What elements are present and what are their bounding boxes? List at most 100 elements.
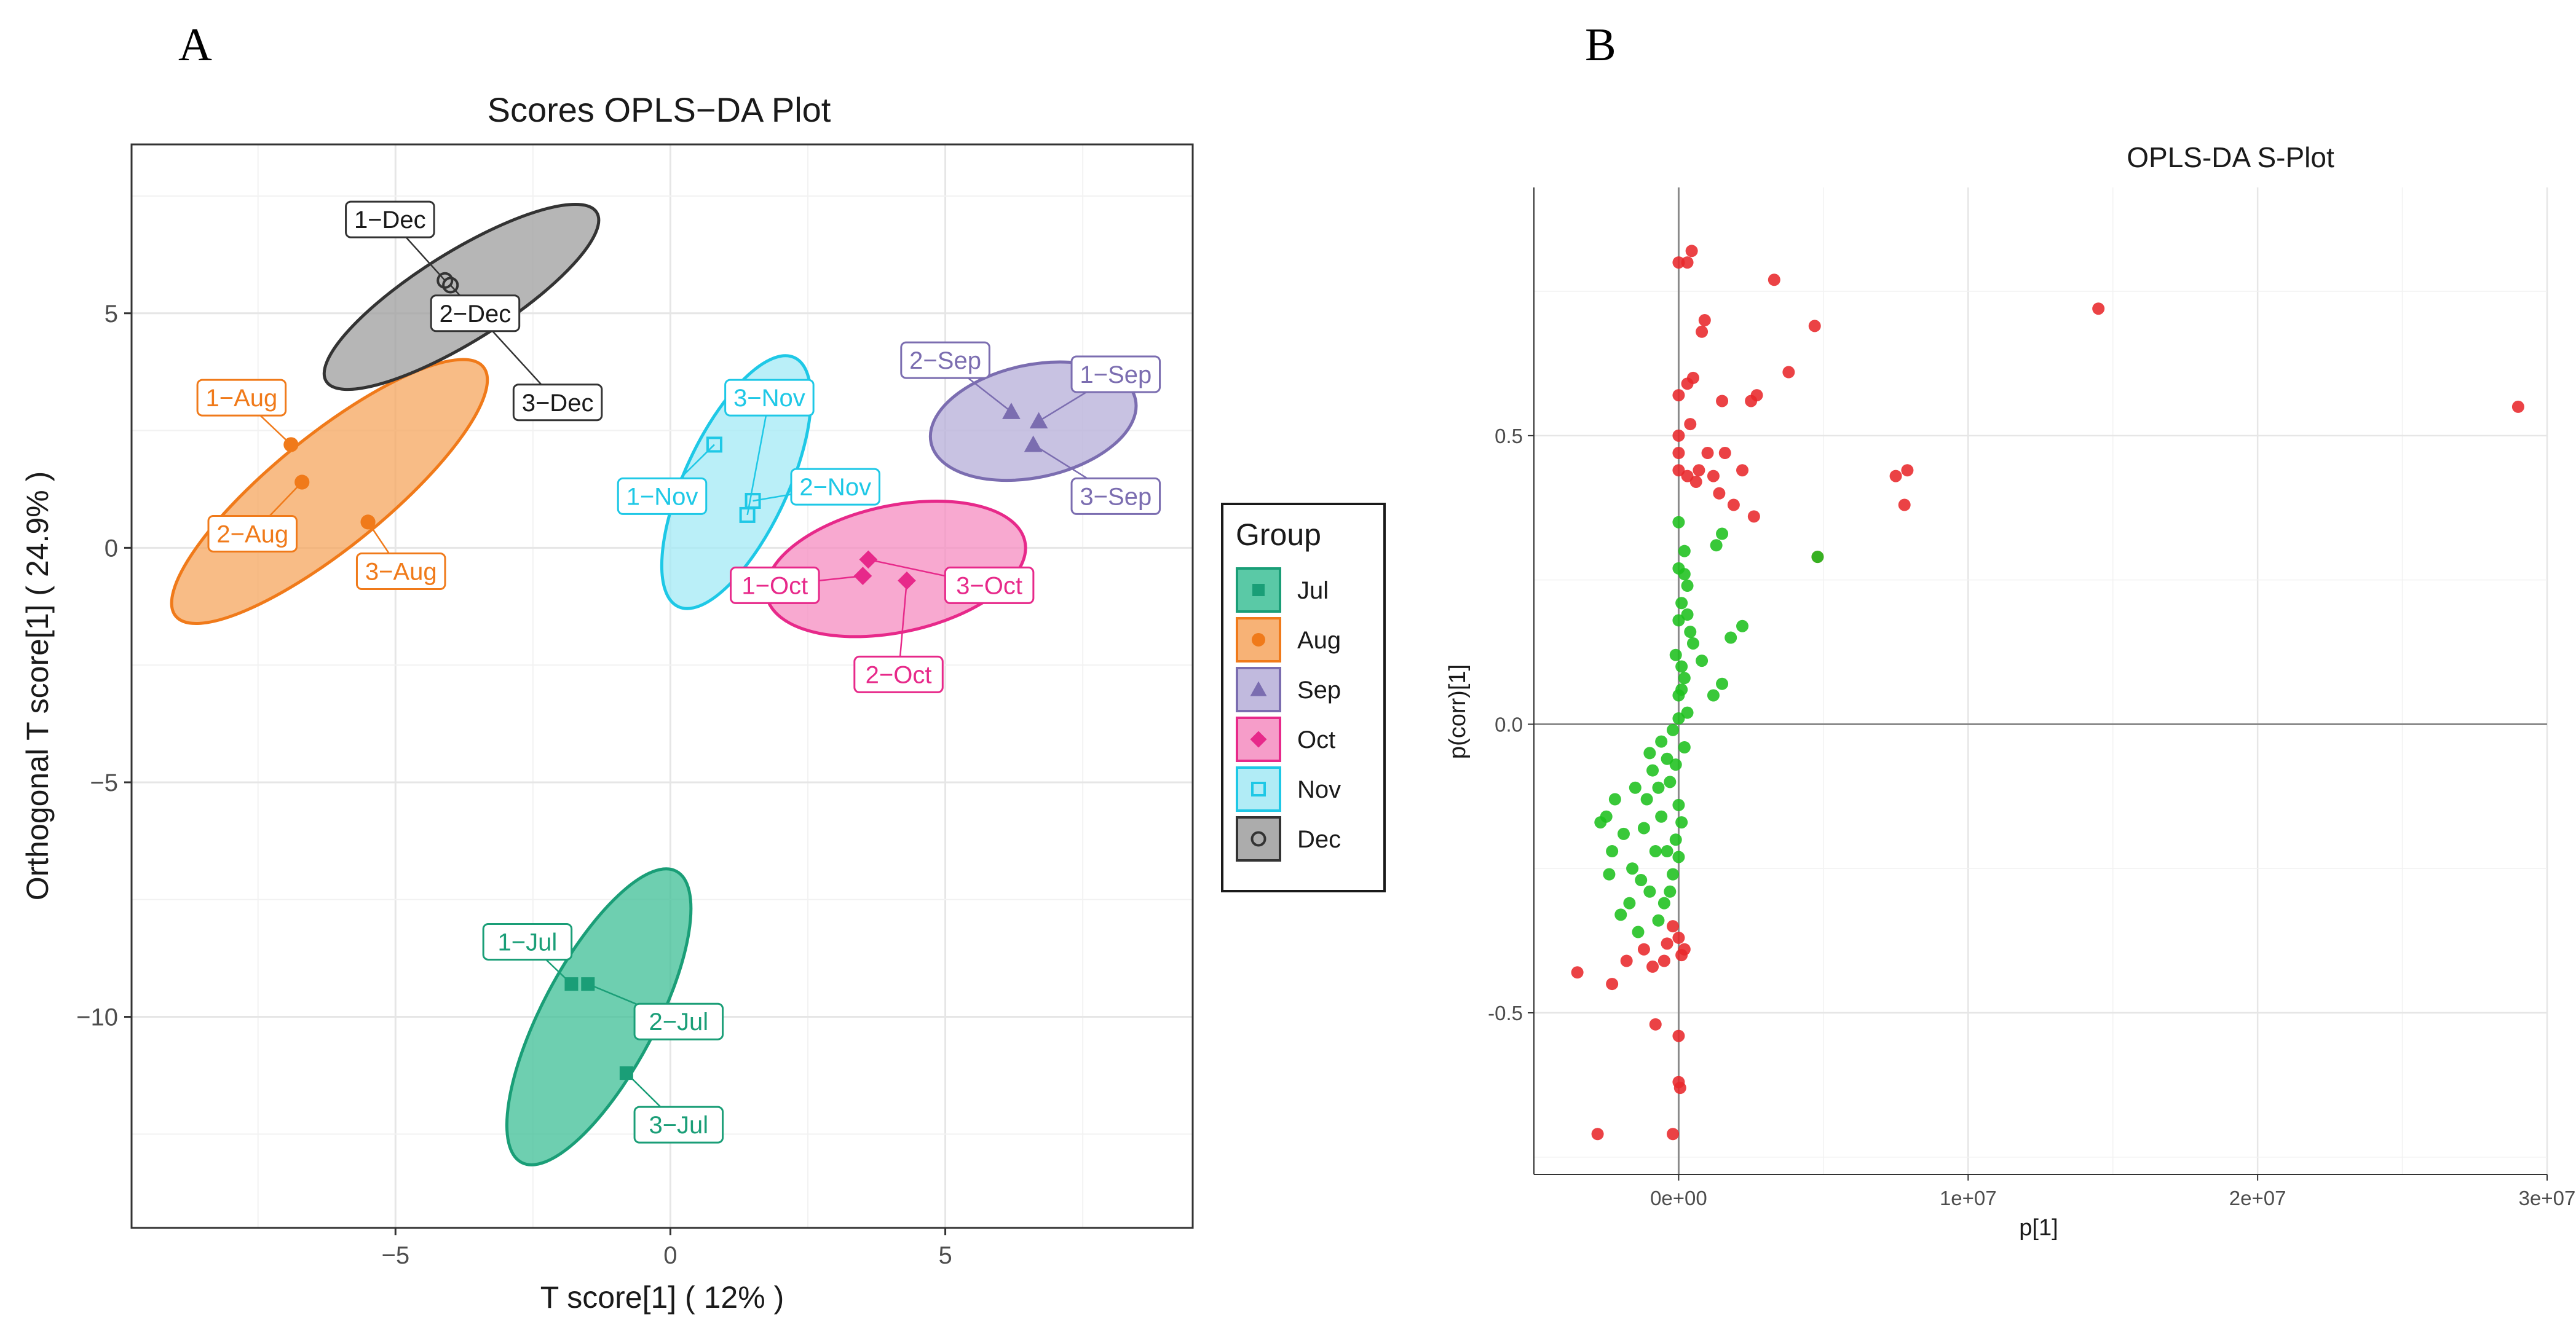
s-plot-point-red xyxy=(1890,470,1902,482)
s-plot-point-green xyxy=(1652,782,1664,794)
point-aug xyxy=(283,437,298,452)
s-plot-point-red xyxy=(1672,447,1685,459)
s-plot-point-red xyxy=(1898,499,1911,511)
s-plot-point-red xyxy=(1728,499,1740,511)
legend-swatch xyxy=(1237,817,1280,860)
s-plot-point-green xyxy=(1635,874,1647,886)
s-plot-point-green xyxy=(1667,724,1679,736)
panel-a-letter: A xyxy=(178,19,212,71)
s-plot-point-green xyxy=(1675,816,1688,828)
s-plot-point-green xyxy=(1606,845,1618,857)
s-plot-point-red xyxy=(1901,464,1913,476)
s-plot-point-red xyxy=(1638,943,1650,956)
s-plot-point-red xyxy=(1658,955,1670,967)
s-plot-point-green xyxy=(1672,851,1685,863)
s-plot-point-red xyxy=(1693,464,1705,476)
s-plot-point-green xyxy=(1670,758,1682,771)
s-plot-point-green xyxy=(1609,793,1621,806)
legend-label: Oct xyxy=(1297,726,1335,753)
point-label-text: 1−Jul xyxy=(498,929,558,956)
x-tick-label: 0 xyxy=(663,1242,677,1269)
point-label-text: 1−Sep xyxy=(1080,361,1152,388)
x-tick-label: 3e+07 xyxy=(2519,1187,2576,1209)
s-plot-point-red xyxy=(1681,377,1694,390)
scores-opls-da-chart: Scores OPLS−DA Plot 1−Dec2−Dec3−Dec1−Aug… xyxy=(20,90,1385,1315)
s-plot-point-green xyxy=(1675,683,1688,696)
point-label-text: 2−Jul xyxy=(649,1009,708,1036)
point-label-text: 3−Dec xyxy=(522,390,594,417)
chart-b-y-axis-title: p(corr)[1] xyxy=(1445,664,1471,759)
s-plot-point-green xyxy=(1643,886,1656,898)
chart-a-legend: Group Jul Aug Sep Oct Nov Dec xyxy=(1222,504,1385,891)
s-plot-point-red xyxy=(1667,920,1679,932)
s-plot-point-red xyxy=(1592,1128,1604,1140)
point-label-text: 3−Aug xyxy=(365,559,437,586)
s-plot-point-red xyxy=(1748,510,1760,522)
chart-a-plot-area xyxy=(132,144,1193,1228)
point-label-text: 3−Oct xyxy=(956,572,1022,599)
s-plot-point-green xyxy=(1618,828,1630,840)
s-plot-point-red xyxy=(1678,943,1691,956)
point-aug xyxy=(294,474,309,489)
s-plot-point-red xyxy=(1707,470,1720,482)
chart-b-x-axis-title: p[1] xyxy=(2019,1215,2058,1241)
legend-swatch xyxy=(1237,768,1280,811)
s-plot-point-green xyxy=(1672,712,1685,725)
y-tick-label: 0.5 xyxy=(1495,425,1523,447)
s-plot-point-green xyxy=(1629,782,1642,794)
s-plot-point-green xyxy=(1687,637,1699,650)
s-plot-point-green xyxy=(1664,776,1676,788)
point-label-text: 2−Sep xyxy=(909,347,981,374)
chart-b-title: OPLS-DA S-Plot xyxy=(2127,141,2334,173)
legend-label: Aug xyxy=(1297,627,1341,654)
figure: A Scores OPLS−DA Plot 1−Dec2−Dec3−Dec1−A… xyxy=(0,0,2576,1333)
legend-title: Group xyxy=(1236,517,1321,552)
chart-a-y-axis-title: Orthogonal T score[1] ( 24.9% ) xyxy=(20,471,55,901)
s-plot-point-green xyxy=(1623,897,1635,910)
x-tick-label: 0e+00 xyxy=(1650,1187,1707,1209)
s-plot-point-red xyxy=(1782,366,1795,379)
s-plot-point-green xyxy=(1678,741,1691,753)
y-tick-label: −10 xyxy=(76,1004,118,1031)
s-plot-point-green xyxy=(1655,811,1667,823)
point-label-text: 3−Jul xyxy=(649,1112,708,1139)
s-plot-point-green xyxy=(1652,914,1664,927)
legend-label: Nov xyxy=(1297,776,1341,803)
s-plot-point-red xyxy=(1713,487,1725,500)
s-plot-point-red xyxy=(1667,1128,1679,1140)
s-plot-point-green xyxy=(1811,551,1823,563)
point-label-text: 2−Dec xyxy=(440,301,512,328)
s-plot-point-green xyxy=(1603,868,1615,881)
s-plot-point-green xyxy=(1670,833,1682,846)
x-tick-label: 5 xyxy=(938,1242,952,1269)
x-tick-label: −5 xyxy=(381,1242,409,1269)
s-plot-point-green xyxy=(1716,528,1728,540)
s-plot-point-green xyxy=(1678,545,1691,557)
s-plot-point-red xyxy=(1686,245,1698,257)
y-tick-label: 0 xyxy=(105,535,118,562)
s-plot-point-green xyxy=(1716,678,1728,690)
s-plot-point-green xyxy=(1672,516,1685,529)
s-plot-point-green xyxy=(1681,608,1694,621)
panel-b-letter: B xyxy=(1585,19,1616,71)
s-plot-point-green xyxy=(1725,632,1737,644)
x-tick-label: 2e+07 xyxy=(2229,1187,2286,1209)
s-plot-point-green xyxy=(1638,822,1650,834)
s-plot-point-green xyxy=(1678,568,1691,580)
s-plot-point-red xyxy=(1674,1082,1686,1094)
x-tick-label: 1e+07 xyxy=(1940,1187,1997,1209)
point-label-text: 1−Aug xyxy=(205,385,277,412)
s-plot-point-red xyxy=(1672,430,1685,442)
point-label-text: 2−Nov xyxy=(799,474,871,501)
s-plot-point-green xyxy=(1661,845,1673,857)
s-plot-point-green xyxy=(1664,886,1676,898)
s-plot-point-red xyxy=(1672,256,1685,269)
s-plot-point-red xyxy=(1809,320,1821,332)
s-plot-point-green xyxy=(1736,620,1748,632)
y-tick-label: 5 xyxy=(105,301,118,328)
s-plot-point-green xyxy=(1684,626,1696,638)
s-plot-point-red xyxy=(1736,464,1748,476)
s-plot-point-green xyxy=(1643,747,1656,759)
point-label-text: 1−Nov xyxy=(626,483,698,510)
s-plot-point-red xyxy=(1684,418,1696,430)
